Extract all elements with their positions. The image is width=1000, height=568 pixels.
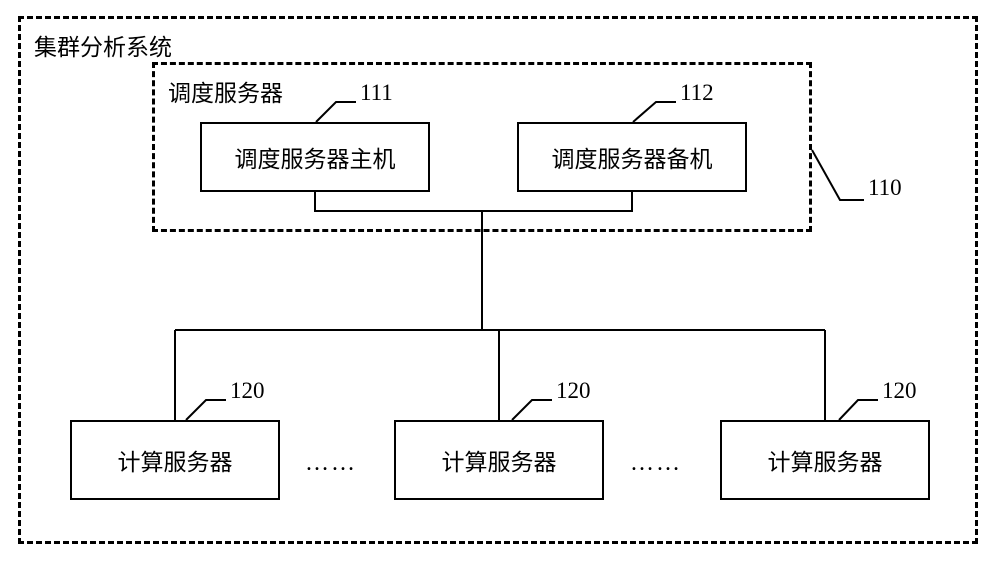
ref-111: 111 [360, 80, 393, 106]
node-calc2: 计算服务器 [394, 420, 604, 500]
node-master-label: 调度服务器主机 [235, 140, 396, 174]
node-calc2-label: 计算服务器 [442, 443, 557, 477]
ref-120-b: 120 [556, 378, 591, 404]
ref-120-c: 120 [882, 378, 917, 404]
node-standby: 调度服务器备机 [517, 122, 747, 192]
node-master: 调度服务器主机 [200, 122, 430, 192]
ref-110: 110 [868, 175, 902, 201]
node-calc3: 计算服务器 [720, 420, 930, 500]
node-calc1: 计算服务器 [70, 420, 280, 500]
ellipsis-1: …… [305, 450, 357, 477]
node-calc1-label: 计算服务器 [118, 443, 233, 477]
node-standby-label: 调度服务器备机 [552, 140, 713, 174]
ref-112: 112 [680, 80, 714, 106]
node-calc3-label: 计算服务器 [768, 443, 883, 477]
ellipsis-2: …… [630, 450, 682, 477]
scheduler-group-title: 调度服务器 [168, 74, 283, 108]
ref-120-a: 120 [230, 378, 265, 404]
system-title: 集群分析系统 [34, 28, 172, 62]
diagram-canvas: 集群分析系统 调度服务器 调度服务器主机 调度服务器备机 计算服务器 计算服务器… [0, 0, 1000, 568]
